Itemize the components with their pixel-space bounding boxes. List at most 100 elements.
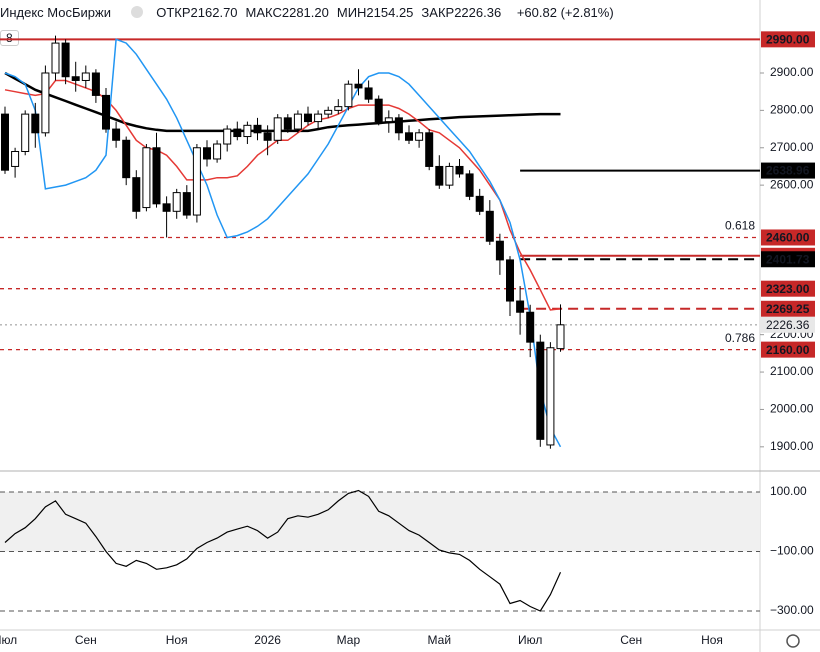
x-tick-label: Сен (75, 633, 97, 647)
field-value: 2281.20 (281, 5, 329, 20)
indicator-line (4, 38, 562, 448)
price-label: 2269.25 (766, 302, 810, 316)
price-label-box (761, 341, 815, 358)
fib-label: 0.618 (725, 219, 755, 233)
x-tick-label: Ноя (166, 633, 188, 647)
candle-body (536, 341, 545, 440)
candle-body (81, 72, 90, 81)
candle-body (213, 143, 222, 160)
candle-body (112, 128, 121, 141)
y-tick-label: 2900.00 (770, 65, 814, 79)
candle-body (203, 147, 211, 160)
eye-icon[interactable] (130, 6, 143, 18)
candle-body (132, 177, 141, 212)
candle-body (1, 113, 9, 171)
candle-body (485, 210, 494, 242)
candle-body (263, 132, 272, 141)
price-label: 2226.36 (766, 318, 810, 332)
interval-badge[interactable]: 8 (0, 30, 19, 46)
candle-body (526, 311, 535, 343)
candle-body (374, 98, 383, 123)
candle-body (455, 165, 464, 175)
x-tick-label: Сен (620, 633, 642, 647)
candle-body (314, 113, 323, 123)
candle-body (425, 132, 434, 167)
change: +60.82 (+2.81%) (516, 5, 614, 20)
price-label: 2323.00 (766, 282, 810, 296)
price-label-box (761, 162, 815, 179)
candle-body (354, 83, 363, 89)
candle-body (21, 113, 30, 152)
y-tick-label: 2600.00 (770, 177, 814, 191)
y-tick-label: −300.00 (770, 603, 814, 617)
candle-body (465, 173, 474, 197)
candle-body (283, 117, 292, 130)
x-tick-label: Мар (337, 633, 361, 647)
price-label: 2990.00 (766, 33, 810, 47)
y-tick-label: 2000.00 (770, 402, 814, 416)
price-label: 2460.00 (766, 231, 810, 245)
cci-line (4, 489, 562, 612)
price-label: 2160.00 (766, 343, 810, 357)
candle-body (102, 94, 110, 130)
price-label-box (761, 229, 815, 246)
candle-body (192, 147, 201, 216)
candle-body (51, 42, 60, 74)
x-tick-label: Ноя (701, 633, 723, 647)
candle-body (243, 124, 252, 138)
candle-body (273, 117, 282, 141)
candle-body (324, 109, 333, 115)
candle-body (394, 117, 403, 134)
candle-body (122, 139, 131, 179)
candle-body (415, 132, 424, 141)
candle-body (182, 192, 191, 216)
field-name: ОТКР (156, 5, 191, 20)
candle-body (253, 124, 262, 134)
x-tick-label: Июл (0, 633, 17, 647)
field-value: 2162.70 (190, 5, 238, 20)
settings-icon[interactable] (786, 634, 800, 648)
price-label-box (761, 280, 815, 297)
candle-body (556, 324, 565, 350)
price-label-box (761, 300, 815, 317)
candle-body (334, 106, 343, 111)
cci-band (0, 491, 760, 552)
candle-body (61, 42, 70, 78)
ohlc-fields: ОТКР2162.70 МАКС2281.20 МИН2154.25 ЗАКР2226… (156, 5, 509, 20)
y-tick-label: 2800.00 (770, 103, 814, 117)
candle-body (516, 300, 525, 313)
candle-body (142, 147, 151, 209)
y-tick-label: 1900.00 (770, 439, 814, 453)
fib-label: 0.786 (725, 331, 755, 345)
y-tick-label: −100.00 (770, 544, 814, 558)
indicator-line (4, 71, 561, 133)
x-tick-label: 2026 (254, 633, 281, 647)
y-tick-label: 2700.00 (770, 140, 814, 154)
field-name: МАКС (245, 5, 282, 20)
candle-body (344, 83, 353, 108)
candle-body (435, 165, 444, 186)
candle-body (41, 72, 50, 134)
candle-body (172, 192, 181, 212)
candle-body (405, 132, 413, 141)
symbol: Индекс МосБиржи (0, 5, 111, 20)
candle-body (546, 347, 555, 446)
x-tick-label: Май (428, 633, 452, 647)
field-name: МИН (336, 5, 367, 20)
candle-body (293, 113, 302, 130)
candle-body (71, 76, 80, 81)
y-tick-label: 100.00 (770, 484, 807, 498)
price-label-box (761, 251, 815, 268)
field-name: ЗАКР (421, 5, 455, 20)
header: Индекс МосБиржи ОТКР2162.70 МАКС2281.20 МИ… (0, 5, 618, 25)
candle-body (445, 165, 454, 186)
indicator-line (4, 79, 561, 311)
candle-body (495, 240, 504, 261)
price-label: 2401.73 (766, 252, 810, 266)
candle-body (162, 203, 171, 212)
candle-body (233, 128, 242, 138)
candle-body (31, 113, 40, 134)
field-value: 2226.36 (454, 5, 502, 20)
candle-body (475, 195, 484, 212)
